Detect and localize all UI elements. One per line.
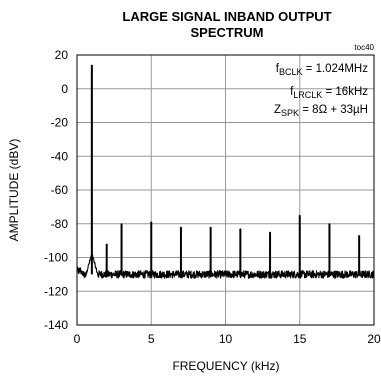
x-tick-labels: 0 5 10 15 20 (74, 332, 381, 346)
x-tick-label: 20 (367, 332, 381, 346)
y-tick-label: -120 (44, 284, 68, 298)
y-tick-label: 0 (61, 82, 68, 96)
annotation-line: fLRCLK = 16kHz (290, 86, 368, 100)
chart-title-line-1: LARGE SIGNAL INBAND OUTPUT (122, 9, 331, 24)
y-tick-label: -20 (51, 116, 69, 130)
y-tick-label: -60 (51, 183, 69, 197)
x-tick-label: 0 (74, 332, 81, 346)
y-axis-label: AMPLITUDE (dBV) (7, 139, 21, 242)
peaks (90, 65, 361, 275)
figure-code: toc40 (354, 43, 374, 52)
y-tick-labels: 20 0 -20 -40 -60 -80 -100 -120 -140 (44, 48, 68, 332)
x-tick-label: 10 (219, 332, 233, 346)
plot-frame (76, 54, 375, 326)
y-tick-label: -100 (44, 251, 68, 265)
y-tick-label: -80 (51, 217, 69, 231)
x-tick-label: 15 (293, 332, 307, 346)
y-tick-label: 20 (55, 48, 69, 62)
chart-title: LARGE SIGNAL INBAND OUTPUT SPECTRUM (122, 9, 331, 40)
y-tick-label: -40 (51, 149, 69, 163)
annotation-line: fBCLK = 1.024MHz (276, 63, 368, 77)
spectrum-trace (76, 64, 375, 279)
grid (77, 55, 374, 325)
x-axis-label: FREQUENCY (kHz) (172, 359, 279, 373)
annotation-box: fBCLK = 1.024MHz fLRCLK = 16kHz ZSPK = 8Ω … (274, 63, 368, 118)
y-tick-label: -140 (44, 318, 68, 332)
annotation-line: ZSPK = 8Ω + 33µH (274, 104, 368, 118)
chart-title-line-2: SPECTRUM (191, 25, 264, 40)
x-tick-label: 5 (148, 332, 155, 346)
